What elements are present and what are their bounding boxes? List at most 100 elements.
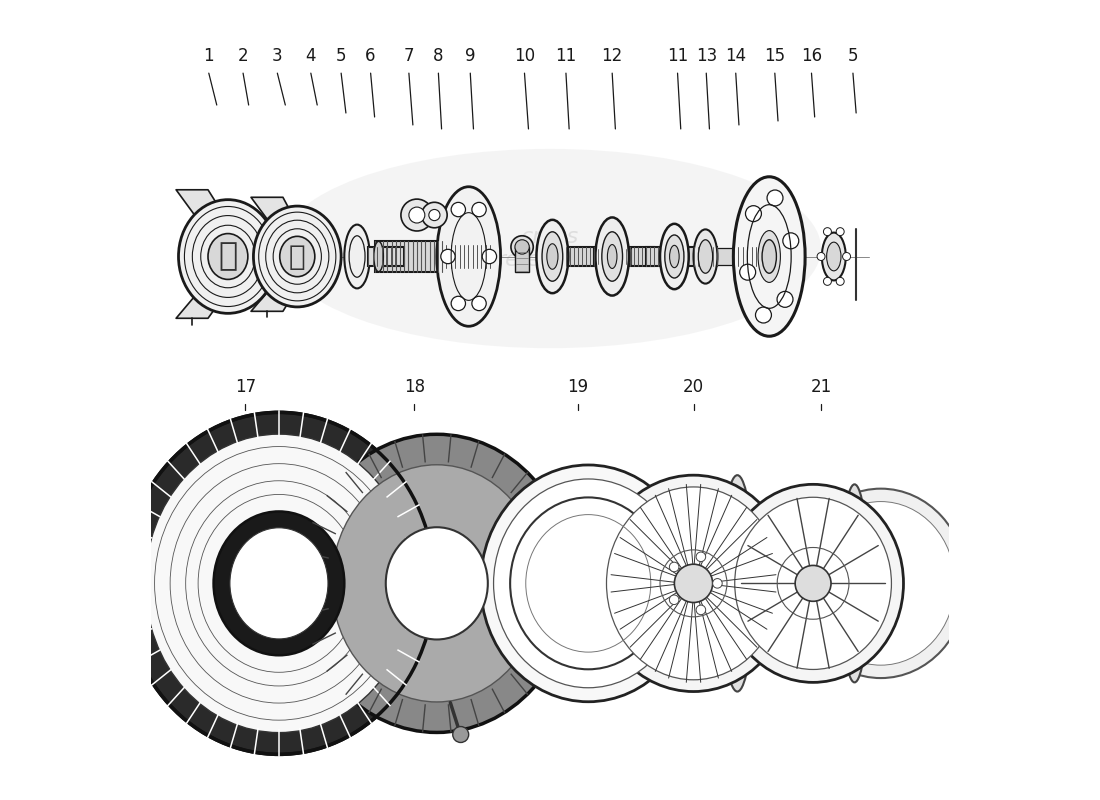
Text: 16: 16	[801, 47, 822, 65]
Text: 🐴: 🐴	[289, 242, 306, 270]
Circle shape	[429, 210, 440, 221]
Circle shape	[746, 206, 761, 222]
Circle shape	[767, 190, 783, 206]
Bar	[515, 247, 529, 273]
Circle shape	[836, 228, 844, 236]
Circle shape	[696, 605, 706, 614]
Ellipse shape	[735, 498, 891, 670]
Ellipse shape	[515, 240, 529, 254]
Circle shape	[713, 578, 723, 588]
Circle shape	[472, 202, 486, 217]
Ellipse shape	[510, 498, 667, 670]
Ellipse shape	[145, 434, 412, 733]
Ellipse shape	[762, 240, 777, 274]
Ellipse shape	[595, 218, 629, 295]
Polygon shape	[176, 284, 233, 318]
Text: 14: 14	[725, 47, 746, 65]
Ellipse shape	[437, 186, 501, 326]
Circle shape	[777, 291, 793, 307]
Ellipse shape	[607, 245, 617, 269]
Circle shape	[670, 562, 679, 572]
Text: 13: 13	[695, 47, 717, 65]
Ellipse shape	[542, 232, 563, 282]
Circle shape	[674, 564, 713, 602]
Ellipse shape	[374, 242, 384, 272]
Ellipse shape	[723, 484, 903, 682]
Bar	[594, 249, 630, 265]
Ellipse shape	[386, 527, 487, 639]
Text: 11: 11	[556, 47, 576, 65]
Circle shape	[453, 726, 469, 742]
Ellipse shape	[670, 246, 679, 268]
Ellipse shape	[279, 149, 821, 348]
Ellipse shape	[481, 465, 696, 702]
Ellipse shape	[208, 234, 248, 279]
Circle shape	[824, 228, 832, 236]
Ellipse shape	[213, 511, 344, 655]
Circle shape	[472, 296, 486, 310]
Text: 12: 12	[602, 47, 623, 65]
Ellipse shape	[253, 206, 341, 307]
Polygon shape	[251, 281, 301, 311]
Text: 6: 6	[365, 47, 376, 65]
Bar	[368, 247, 404, 266]
Text: 9: 9	[465, 47, 475, 65]
Ellipse shape	[606, 487, 781, 680]
Text: 17: 17	[235, 378, 256, 396]
Text: 7: 7	[404, 47, 414, 65]
Ellipse shape	[806, 502, 955, 665]
Ellipse shape	[178, 200, 277, 314]
Polygon shape	[176, 190, 233, 230]
Circle shape	[400, 199, 432, 231]
Ellipse shape	[301, 434, 572, 733]
Ellipse shape	[344, 225, 370, 288]
Ellipse shape	[595, 475, 792, 691]
Bar	[646, 247, 705, 266]
Circle shape	[756, 307, 771, 323]
Text: 4: 4	[306, 47, 316, 65]
Circle shape	[696, 552, 706, 562]
Bar	[693, 247, 717, 266]
Circle shape	[836, 278, 844, 286]
Text: 11: 11	[667, 47, 689, 65]
Text: 3: 3	[272, 47, 283, 65]
Ellipse shape	[547, 244, 558, 270]
Circle shape	[739, 264, 756, 280]
Circle shape	[670, 595, 679, 605]
Circle shape	[441, 250, 455, 264]
Ellipse shape	[537, 220, 569, 293]
Text: 5: 5	[848, 47, 858, 65]
Text: 10: 10	[514, 47, 535, 65]
Ellipse shape	[693, 230, 717, 284]
Circle shape	[817, 253, 825, 261]
Ellipse shape	[826, 242, 842, 271]
Text: 5: 5	[336, 47, 346, 65]
Ellipse shape	[794, 489, 967, 678]
Text: 20: 20	[683, 378, 704, 396]
Circle shape	[482, 250, 496, 264]
Ellipse shape	[698, 240, 713, 274]
Circle shape	[824, 278, 832, 286]
Text: 8: 8	[433, 47, 443, 65]
Bar	[717, 248, 749, 266]
Text: 21: 21	[811, 378, 832, 396]
Ellipse shape	[230, 528, 328, 639]
Ellipse shape	[332, 465, 542, 702]
Text: 2: 2	[238, 47, 249, 65]
Bar	[375, 241, 442, 273]
Ellipse shape	[840, 484, 868, 682]
Circle shape	[409, 207, 425, 223]
Bar	[565, 247, 653, 266]
Circle shape	[783, 233, 799, 249]
Ellipse shape	[734, 177, 805, 336]
Circle shape	[451, 202, 465, 217]
Ellipse shape	[279, 236, 315, 277]
Ellipse shape	[660, 224, 689, 289]
Text: cross
reference: cross reference	[496, 227, 604, 270]
Text: 18: 18	[404, 378, 425, 396]
Ellipse shape	[494, 479, 683, 688]
Bar	[447, 246, 491, 268]
Ellipse shape	[123, 412, 434, 754]
Text: 15: 15	[764, 47, 785, 65]
Ellipse shape	[822, 233, 846, 281]
